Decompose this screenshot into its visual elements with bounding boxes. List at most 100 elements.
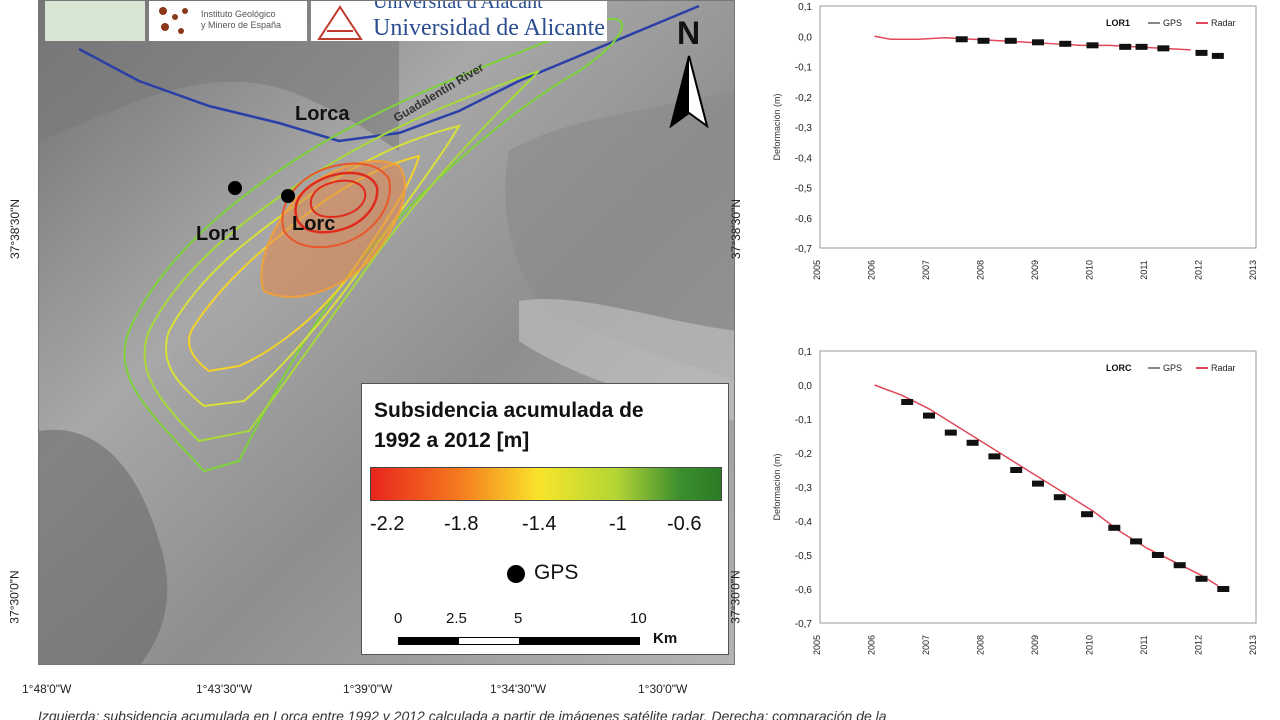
gps-point — [923, 412, 935, 419]
station-label: LOR1 — [1106, 18, 1130, 28]
contour-1-4 — [188, 154, 421, 373]
gps-point — [1157, 45, 1170, 52]
plot-area — [819, 350, 1257, 624]
y-tick-label: 0,0 — [798, 381, 812, 392]
igme-line-1: Instituto Geológico — [201, 9, 276, 19]
gps-point — [977, 37, 990, 44]
ua-line-1: Universitat d'Alacant — [373, 0, 543, 13]
gps-point — [1217, 586, 1230, 592]
contour-2-2 — [294, 171, 379, 234]
y-tick-label: -0,1 — [795, 63, 813, 74]
x-tick-label: 2005 — [812, 635, 822, 655]
coord-left: 37°38'30"N — [8, 198, 23, 260]
x-tick-label: 2011 — [1139, 635, 1149, 654]
coord-right: 37°38'30"N — [729, 198, 744, 260]
y-tick-label: -0,4 — [795, 153, 813, 164]
coord-bottom: 1°34'30"W — [490, 682, 547, 696]
gps-point — [1032, 480, 1044, 487]
coord-bottom: 1°30'0"W — [638, 682, 688, 696]
station-label: LORC — [1106, 363, 1132, 373]
x-tick-label: 2007 — [921, 635, 931, 655]
x-tick-label: 2006 — [867, 635, 877, 655]
gps-marker-icon — [507, 565, 525, 583]
station-label-lor1: Lor1 — [196, 223, 240, 245]
gps-point — [1195, 575, 1208, 582]
x-tick-label: 2013 — [1248, 260, 1258, 280]
scale-tick: 10 — [630, 610, 647, 627]
series-line-radar — [874, 384, 1219, 587]
station-label-lorc: Lorc — [292, 213, 336, 235]
gps-point — [1195, 49, 1208, 56]
color-ramp — [370, 467, 722, 501]
river-line — [78, 4, 700, 143]
legend-title-line-1: Subsidencia acumulada de — [374, 399, 644, 422]
chart-svg: 0,1 0,0 -0,1 -0,2 -0,3 -0,4 -0,5 -0,6 -0,7 2005 20… — [772, 347, 1258, 655]
gps-point — [1081, 511, 1094, 518]
ua-line-2: Universidad de Alicante — [373, 15, 605, 41]
y-tick-label: -0,7 — [795, 619, 813, 630]
gps-point — [1173, 562, 1186, 569]
gps-point — [1135, 43, 1148, 50]
gps-point — [1108, 524, 1121, 531]
coord-bottom: 1°48'0"W — [22, 682, 72, 696]
gps-point — [1130, 538, 1143, 545]
y-axis-label: Deformación (m) — [772, 93, 782, 160]
north-label: N — [677, 15, 701, 51]
y-tick-label: -0,4 — [795, 517, 813, 528]
legend-tick: -2.2 — [370, 513, 405, 535]
gps-point-lorc — [281, 189, 295, 203]
gps-point — [1004, 37, 1017, 44]
y-tick-label: 0,1 — [798, 2, 812, 13]
gps-point — [1151, 552, 1164, 558]
scale-tick: 0 — [394, 610, 403, 627]
city-label-lorca: Lorca — [295, 103, 350, 125]
coord-bottom: 1°39'0"W — [343, 682, 393, 696]
x-tick-label: 2010 — [1085, 260, 1095, 280]
y-tick-label: -0,2 — [795, 93, 813, 104]
gps-point — [966, 439, 979, 446]
gps-legend-label: GPS — [534, 561, 579, 584]
chart-lor1: 0,1 0,0 -0,1 -0,2 -0,3 -0,4 -0,5 -0,6 -0,7 2005 20… — [762, 0, 1280, 300]
chart-svg: 0,1 0,0 -0,1 -0,2 -0,3 -0,4 -0,5 -0,6 -0,7 2005 20… — [772, 2, 1258, 280]
y-tick-label: 0,0 — [798, 32, 812, 43]
x-tick-label: 2013 — [1248, 635, 1258, 655]
scale-tick: 5 — [514, 610, 523, 627]
y-tick-label: -0,5 — [795, 184, 813, 195]
legend-tick: -1 — [609, 513, 627, 535]
y-tick-label: -0,6 — [795, 214, 813, 225]
scale-unit: Km — [653, 630, 678, 647]
ua-logo: Universitat d'Alacant Universidad de Ali… — [311, 1, 607, 41]
map-legend: Subsidencia acumulada de 1992 a 2012 [m]… — [361, 383, 729, 655]
gps-point — [1086, 42, 1099, 49]
scale-tick: 2.5 — [446, 610, 467, 627]
y-tick-label: 0,1 — [798, 347, 812, 358]
igme-line-2: y Minero de España — [201, 20, 282, 30]
ua-emblem-icon — [317, 5, 363, 40]
contour-2-2-inner — [309, 179, 367, 219]
legend-title-line-2: 1992 a 2012 [m] — [374, 429, 530, 452]
partner-logo — [45, 1, 145, 41]
coord-left: 37°30'0"N — [7, 570, 22, 624]
contour-1-0 — [143, 70, 540, 443]
y-axis-label: Deformación (m) — [772, 453, 782, 520]
x-tick-label: 2009 — [1030, 635, 1040, 655]
x-tick-label: 2008 — [976, 260, 986, 280]
y-tick-label: -0,5 — [795, 551, 813, 562]
x-tick-label: 2006 — [867, 260, 877, 280]
legend-entry: Radar — [1211, 18, 1236, 28]
y-tick-label: -0,2 — [795, 449, 813, 460]
x-tick-label: 2010 — [1085, 635, 1095, 655]
coord-bottom: 1°43'30"W — [196, 682, 253, 696]
gps-point-lor1 — [228, 181, 242, 195]
y-tick-label: -0,3 — [795, 483, 813, 494]
x-tick-label: 2005 — [812, 260, 822, 280]
subsidence-map: Instituto Geológico y Minero de España U… — [38, 0, 735, 665]
gps-point — [1053, 494, 1066, 501]
figure-caption: Izquierda: subsidencia acumulada en Lorc… — [38, 708, 887, 720]
legend-entry: GPS — [1163, 363, 1182, 373]
gps-point — [988, 453, 1001, 460]
legend-tick: -0.6 — [667, 513, 702, 535]
igme-logo: Instituto Geológico y Minero de España — [149, 1, 307, 41]
contour-1-8 — [260, 160, 406, 298]
coord-right: 37°30'0"N — [728, 570, 743, 624]
